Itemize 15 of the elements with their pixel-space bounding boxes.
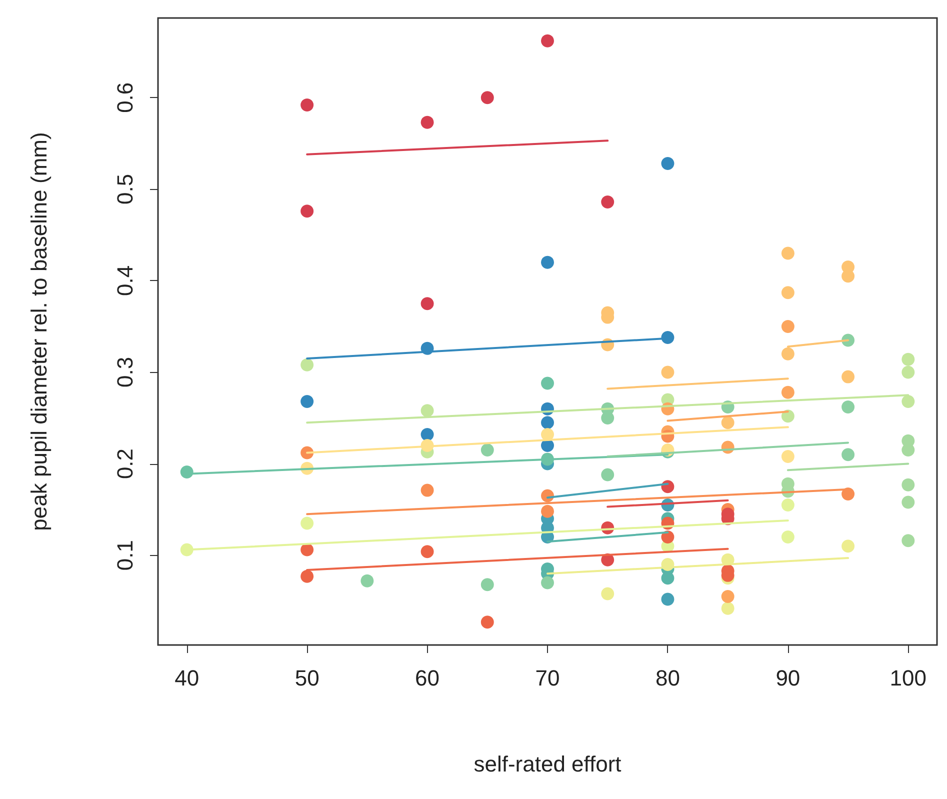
x-tick-label: 70	[535, 666, 560, 690]
x-tick-label: 90	[776, 666, 800, 690]
x-tick-label: 60	[415, 666, 440, 690]
y-tick-label: 0.2	[112, 448, 138, 480]
y-tick-label: 0.6	[112, 82, 138, 113]
x-axis-title: self-rated effort	[474, 752, 622, 776]
y-tick-label: 0.5	[112, 174, 138, 204]
x-tick-label: 50	[294, 666, 320, 690]
y-axis-title: peak pupil diameter rel. to baseline (mm)	[26, 132, 52, 531]
y-tick-label: 0.4	[112, 265, 138, 296]
y-tick-label: 0.1	[112, 540, 138, 571]
y-tick-label: 0.3	[112, 356, 138, 388]
x-tick-label: 80	[655, 666, 680, 690]
x-tick-label: 100	[890, 666, 927, 690]
x-tick-label: 40	[174, 666, 200, 690]
